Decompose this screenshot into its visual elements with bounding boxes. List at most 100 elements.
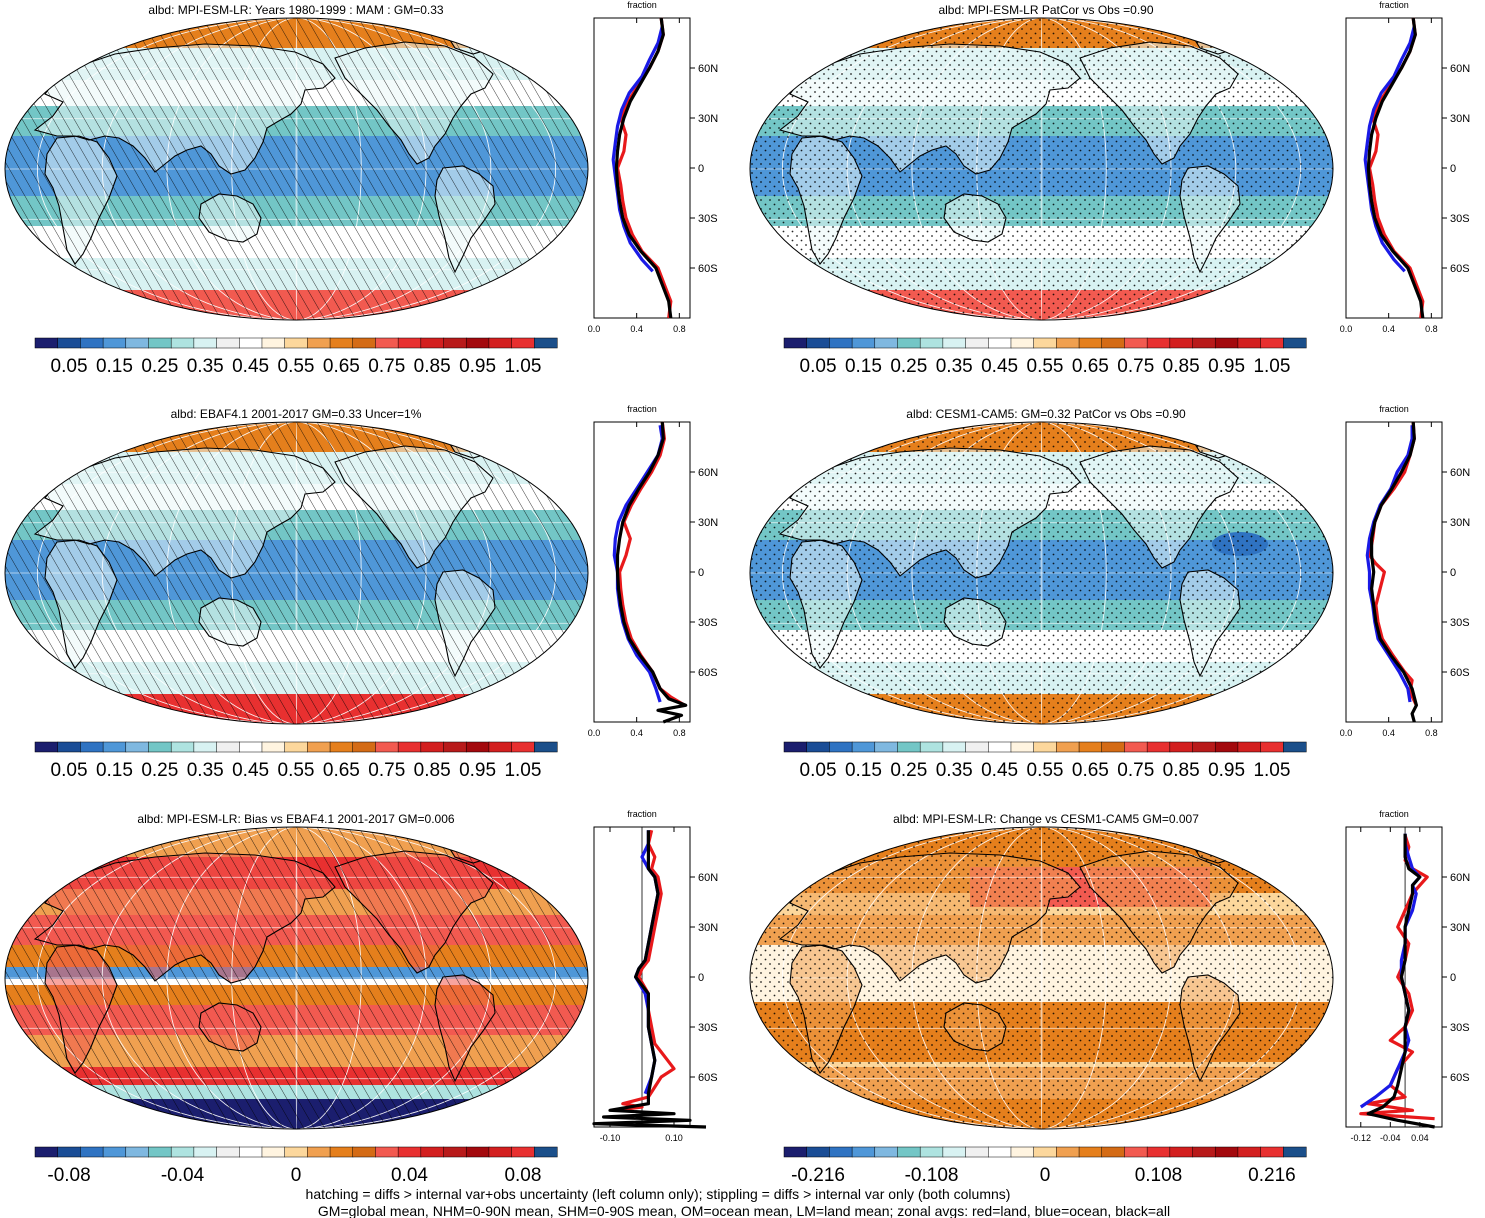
lat-label: 60S: [1450, 1072, 1470, 1084]
coastline-australia: [943, 1002, 1007, 1052]
map: [4, 17, 589, 321]
coastline-samerica: [434, 165, 496, 274]
colorbar-label: 0.65: [1072, 356, 1109, 377]
colorbar-box: [1056, 337, 1080, 349]
map: [4, 826, 589, 1130]
colorbar-box: [125, 1146, 150, 1158]
colorbar-box: [102, 1146, 127, 1158]
map-field: [5, 18, 588, 320]
lat-label: 60S: [698, 667, 718, 679]
zonal-mean-plot: 60N 30N 0 30S 60S 0.0 0.4 0.8 fraction: [588, 404, 718, 738]
colorbar-label: 0.45: [981, 356, 1018, 377]
colorbar-label: 0.108: [1135, 1165, 1183, 1186]
colorbar-box: [919, 1146, 944, 1158]
colorbar-label: 0.65: [1072, 760, 1109, 781]
colorbar-box: [443, 1146, 467, 1158]
colorbar-label: -0.216: [791, 1165, 845, 1186]
x-tick-label: 0.04: [1411, 1133, 1429, 1143]
coastline-africa: [44, 135, 118, 265]
colorbar-box: [1124, 1146, 1148, 1158]
lat-label: 0: [698, 567, 704, 579]
colorbar-box: [375, 1146, 399, 1158]
colorbar-box: [193, 1146, 218, 1158]
x-tick-label: 0.4: [1382, 728, 1395, 738]
colorbar-box: [239, 741, 263, 753]
map-outline: [749, 421, 1334, 725]
footer-line-1: hatching = diffs > internal var+obs unce…: [306, 1186, 1011, 1202]
colorbar-box: [783, 337, 808, 349]
colorbar-label: 1.05: [504, 760, 541, 781]
zonal-mean-plot: 60N 30N 0 30S 60S -0.12 -0.04 0.04 fraction: [1345, 809, 1470, 1143]
colorbar-label: 0.65: [323, 356, 360, 377]
colorbar-box: [57, 1146, 81, 1158]
colorbar-label: 0.55: [278, 356, 315, 377]
coastline-samerica: [1179, 974, 1241, 1083]
lat-label: 30N: [1450, 113, 1470, 125]
colorbar-box: [897, 337, 921, 349]
coastline-eurasia: [778, 43, 1081, 175]
coastline-australia: [943, 193, 1007, 243]
colorbar-box: [216, 337, 240, 349]
colorbar-box: [806, 741, 830, 753]
colorbar-label: 0.85: [414, 356, 451, 377]
lat-label: 60N: [698, 467, 718, 479]
coastline-samerica: [1179, 165, 1241, 274]
colorbar-box: [329, 1146, 354, 1158]
hatching-overlay: [5, 827, 588, 1129]
colorbar-box: [397, 337, 422, 349]
colorbar-box: [851, 1146, 876, 1158]
colorbar-box: [874, 337, 899, 349]
colorbar-label: 0.95: [1208, 356, 1245, 377]
zonal-axis-label: fraction: [627, 809, 657, 819]
x-tick-label: 0.8: [673, 324, 686, 334]
colorbar-box: [1192, 1146, 1216, 1158]
colorbar-box: [1010, 337, 1035, 349]
colorbar-box: [465, 1146, 490, 1158]
zonal-axis-label: fraction: [1379, 404, 1409, 414]
zonal-mean-plot: 60N 30N 0 30S 60S 0.0 0.4 0.8 fraction: [588, 0, 718, 334]
map-field: [5, 827, 588, 1129]
lat-label: 30S: [698, 213, 718, 225]
colorbar-box: [897, 1146, 921, 1158]
colorbar-box: [80, 1146, 104, 1158]
colorbar-box: [965, 741, 989, 753]
lat-label: 30N: [698, 922, 718, 934]
colorbar-box: [125, 337, 150, 349]
colorbar-label: 0.75: [368, 760, 405, 781]
lat-label: 0: [1450, 567, 1456, 579]
colorbar: 0.05 0.15 0.25 0.35 0.45 0.55 0.65 0.75 0.85 0.95…: [783, 741, 1307, 781]
colorbar-box: [1192, 741, 1216, 753]
lat-label: 0: [698, 972, 704, 984]
coastline-samerica: [1179, 569, 1241, 678]
colorbar-box: [125, 741, 150, 753]
colorbar-box: [511, 741, 535, 753]
colorbar-label: 0: [1040, 1165, 1051, 1186]
map-field: [5, 422, 588, 724]
colorbar-box: [1260, 741, 1284, 753]
x-tick-label: 0.4: [630, 728, 643, 738]
colorbar-box: [1146, 1146, 1171, 1158]
x-tick-label: -0.04: [1380, 1133, 1401, 1143]
colorbar-box: [874, 1146, 899, 1158]
colorbar-box: [1146, 741, 1171, 753]
colorbar-box: [352, 337, 376, 349]
map: [4, 421, 589, 725]
colorbar-label: 1.05: [1253, 760, 1290, 781]
coastline-africa: [44, 539, 118, 669]
colorbar-box: [397, 1146, 422, 1158]
colorbar-label: 0.55: [1027, 760, 1064, 781]
colorbar-label: 0.75: [368, 356, 405, 377]
colorbar-box: [1283, 1146, 1307, 1158]
panel-title: albd: CESM1-CAM5: GM=0.32 PatCor vs Obs …: [906, 407, 1186, 421]
coastline-namerica: [334, 850, 494, 974]
zonal-axis-label: fraction: [1379, 0, 1409, 10]
colorbar-box: [1010, 1146, 1035, 1158]
colorbar-box: [284, 1146, 308, 1158]
colorbar-box: [488, 337, 513, 349]
colorbar: -0.216 -0.108 0 0.108 0.216: [783, 1146, 1307, 1186]
colorbar-box: [1169, 741, 1194, 753]
coastline-samerica: [434, 569, 496, 678]
colorbar-box: [420, 741, 445, 753]
lat-label: 60S: [698, 263, 718, 275]
